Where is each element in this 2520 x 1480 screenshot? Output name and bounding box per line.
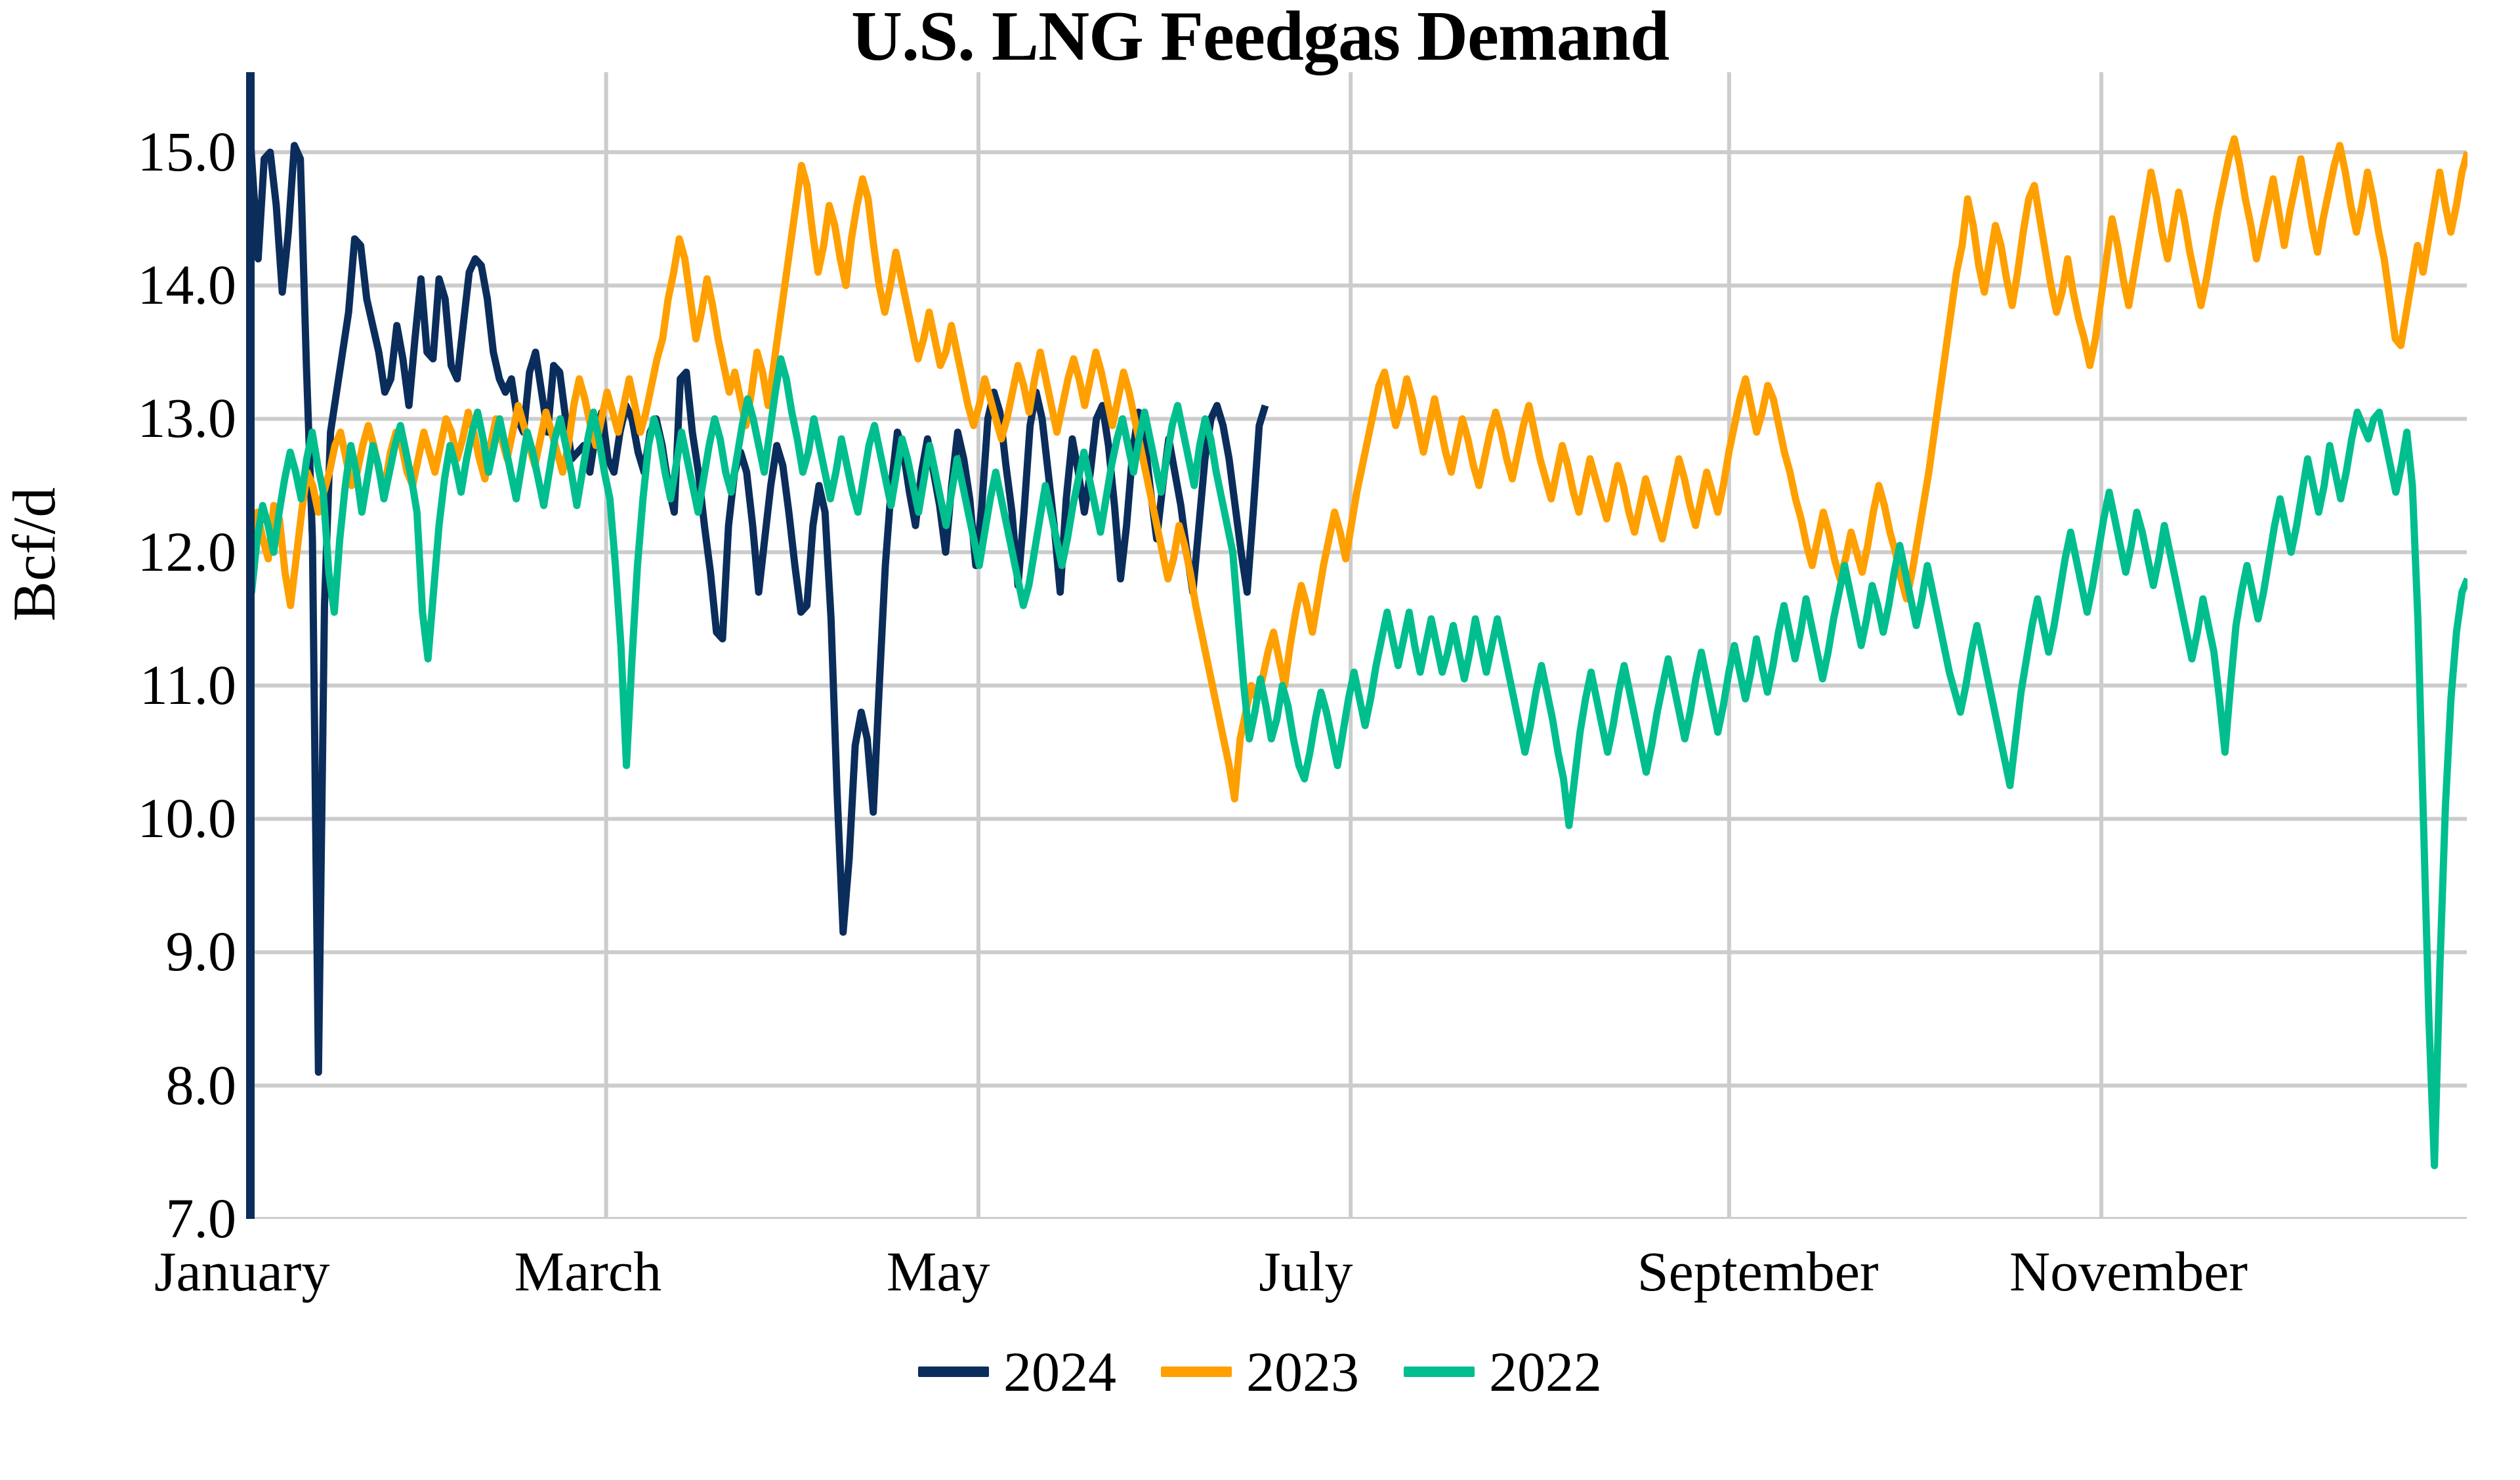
legend-label: 2024 (1003, 1340, 1116, 1403)
plot-area (246, 72, 2468, 1219)
legend-swatch-icon (918, 1367, 989, 1377)
x-tick-label: July (1259, 1240, 1353, 1303)
x-tick-label: May (886, 1240, 990, 1303)
legend-item-2023[interactable]: 2023 (1161, 1344, 1359, 1400)
series-line-2024 (246, 72, 1269, 1076)
y-tick-label: 13.0 (137, 386, 237, 450)
legend-label: 2023 (1246, 1340, 1359, 1403)
y-tick-label: 8.0 (165, 1053, 237, 1117)
y-tick-label: 12.0 (137, 520, 237, 583)
series-line-2023 (246, 135, 2468, 803)
x-tick-label: March (514, 1240, 662, 1303)
y-tick-label: 7.0 (165, 1187, 237, 1250)
page-title: U.S. LNG Feedgas Demand (850, 0, 1670, 75)
legend-label: 2022 (1489, 1340, 1602, 1403)
x-tick-label: November (2009, 1240, 2248, 1303)
legend-item-2024[interactable]: 2024 (918, 1344, 1116, 1400)
plot-svg (246, 72, 2468, 1219)
x-tick-label: September (1637, 1240, 1879, 1303)
y-tick-label: 11.0 (139, 653, 236, 716)
y-tick-label: 10.0 (137, 787, 237, 850)
y-tick-label: 14.0 (137, 253, 237, 317)
y-tick-label: 15.0 (137, 119, 237, 183)
y-tick-label: 9.0 (165, 920, 237, 983)
legend-swatch-icon (1404, 1367, 1475, 1377)
legend-swatch-icon (1161, 1367, 1232, 1377)
series-line-2022 (246, 355, 2468, 1170)
legend-item-2022[interactable]: 2022 (1404, 1344, 1602, 1400)
x-tick-label: January (154, 1240, 330, 1303)
chart-legend: 2024 2023 2022 (0, 1344, 2520, 1400)
